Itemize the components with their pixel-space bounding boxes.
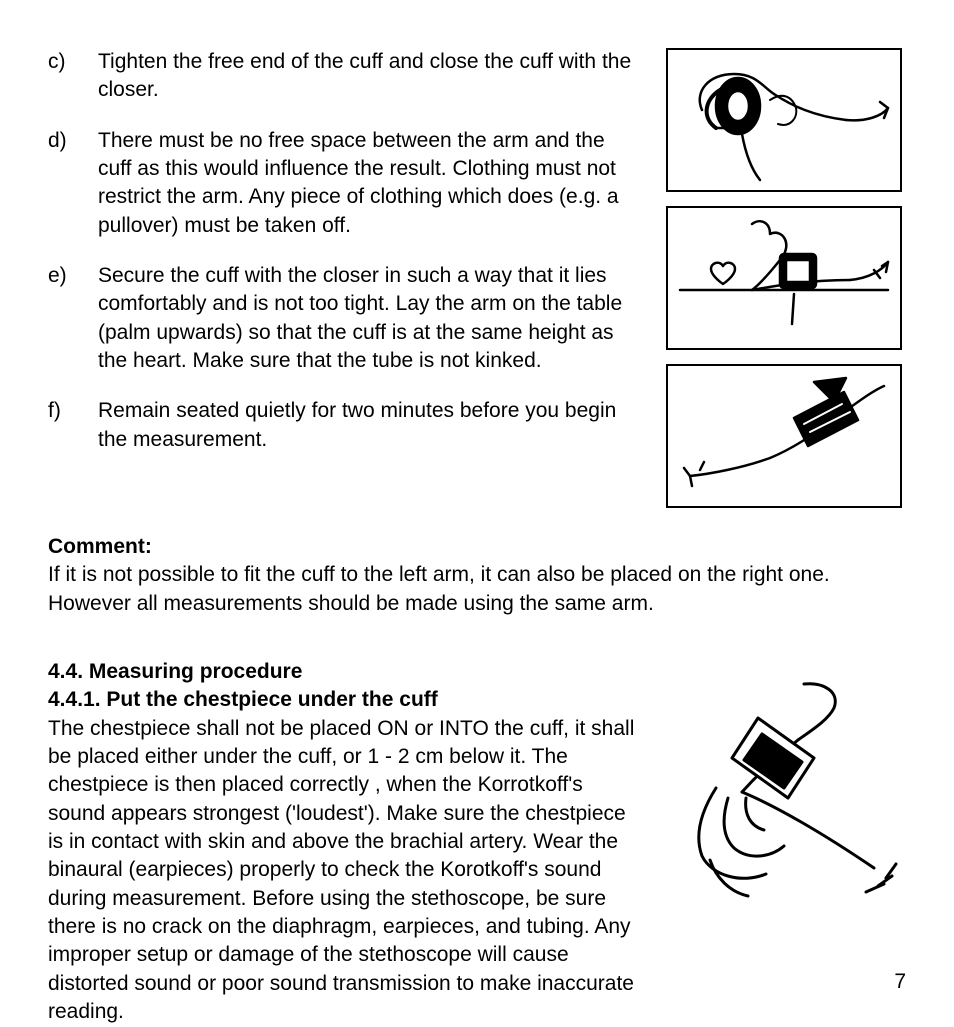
section-text: 4.4. Measuring procedure 4.4.1. Put the … xyxy=(48,658,638,1026)
list-text: Tighten the free end of the cuff and clo… xyxy=(98,48,641,105)
list-marker: f) xyxy=(48,397,98,454)
document-page: c) Tighten the free end of the cuff and … xyxy=(0,0,954,1014)
list-marker: d) xyxy=(48,127,98,240)
list-marker: e) xyxy=(48,262,98,375)
section-measuring-procedure: 4.4. Measuring procedure 4.4.1. Put the … xyxy=(48,658,906,1026)
section-heading-4-4-1: 4.4.1. Put the chestpiece under the cuff xyxy=(48,686,638,714)
section-heading-4-4: 4.4. Measuring procedure xyxy=(48,658,638,686)
text-column: c) Tighten the free end of the cuff and … xyxy=(48,48,641,508)
section-body: The chestpiece shall not be placed ON or… xyxy=(48,715,638,1027)
list-item-d: d) There must be no free space between t… xyxy=(48,127,641,240)
figure-heart-level xyxy=(666,206,902,350)
section-figure-column xyxy=(656,658,906,1026)
comment-block: Comment: If it is not possible to fit th… xyxy=(48,533,906,618)
figure-tighten-cuff xyxy=(666,364,902,508)
list-text: Remain seated quietly for two minutes be… xyxy=(98,397,641,454)
arm-heart-level-icon xyxy=(674,214,894,342)
chestpiece-under-cuff-icon xyxy=(656,678,906,908)
list-item-e: e) Secure the cuff with the closer in su… xyxy=(48,262,641,375)
figure-column xyxy=(661,48,906,508)
list-item-c: c) Tighten the free end of the cuff and … xyxy=(48,48,641,105)
comment-label: Comment: xyxy=(48,535,152,558)
comment-text: If it is not possible to fit the cuff to… xyxy=(48,563,830,614)
arm-wrap-cuff-icon xyxy=(674,56,894,184)
list-item-f: f) Remain seated quietly for two minutes… xyxy=(48,397,641,454)
page-number: 7 xyxy=(894,970,906,994)
list-text: Secure the cuff with the closer in such … xyxy=(98,262,641,375)
arm-tighten-icon xyxy=(674,372,894,500)
figure-wrap-cuff xyxy=(666,48,902,192)
list-marker: c) xyxy=(48,48,98,105)
list-text: There must be no free space between the … xyxy=(98,127,641,240)
content-row: c) Tighten the free end of the cuff and … xyxy=(48,48,906,508)
